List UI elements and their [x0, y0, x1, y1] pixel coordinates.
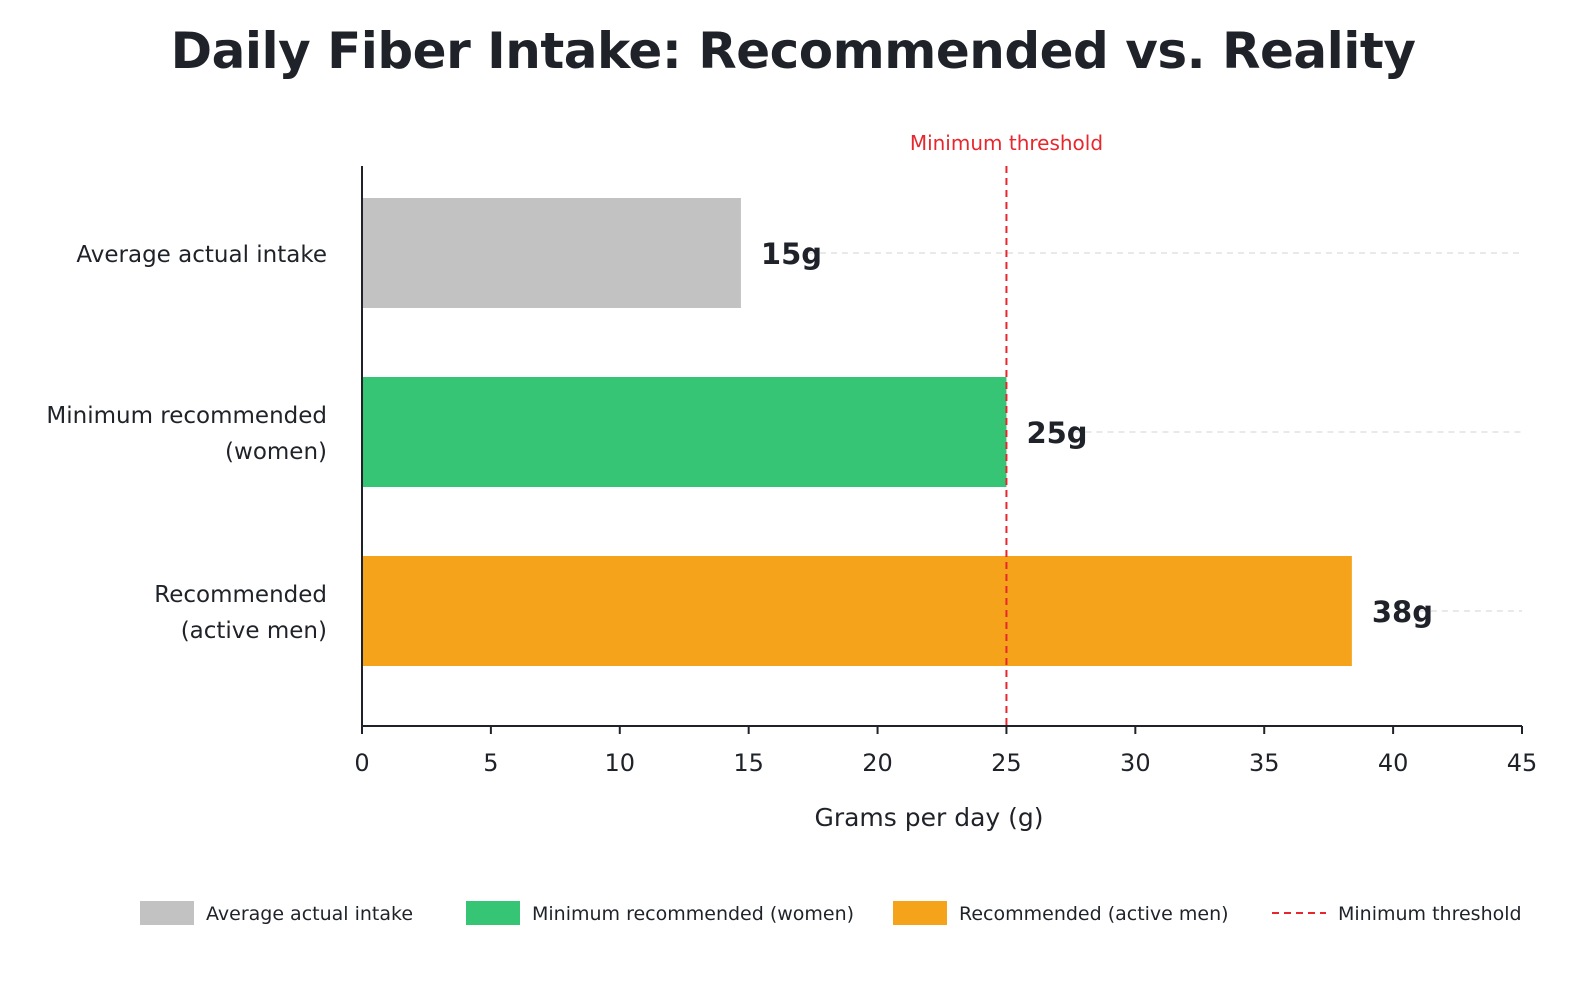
x-tick-label: 40	[1378, 749, 1409, 777]
legend-item: Average actual intake	[140, 901, 413, 925]
category-label: Minimum recommended	[46, 403, 327, 429]
bar	[362, 198, 741, 308]
category-label: (women)	[225, 439, 327, 465]
bars	[362, 198, 1352, 666]
legend: Average actual intake Minimum recommended…	[140, 901, 1522, 925]
x-tick-label: 5	[483, 749, 498, 777]
legend-swatch	[893, 901, 947, 925]
reference-line-label: Minimum threshold	[910, 131, 1103, 155]
guide-lines	[808, 252, 1522, 612]
value-label: 25g	[1026, 416, 1087, 450]
x-tick-label: 35	[1249, 749, 1280, 777]
value-labels: 15g 25g 38g	[761, 237, 1433, 629]
x-tick-label: 0	[354, 749, 369, 777]
legend-item: Minimum recommended (women)	[466, 901, 854, 925]
x-tick-label: 15	[733, 749, 764, 777]
legend-label: Minimum threshold	[1338, 903, 1522, 925]
x-ticks: 0 5 10 15 20 25 30 35 40 45	[354, 726, 1537, 777]
legend-label: Average actual intake	[206, 903, 413, 925]
x-tick-label: 25	[991, 749, 1022, 777]
x-tick-label: 45	[1507, 749, 1538, 777]
bar	[362, 377, 1007, 487]
reference-line-group: Minimum threshold	[910, 131, 1103, 726]
category-labels: Average actual intake Minimum recommended…	[46, 242, 327, 644]
bar	[362, 556, 1352, 666]
chart-title: Daily Fiber Intake: Recommended vs. Real…	[170, 22, 1416, 80]
category-label: Recommended	[154, 582, 327, 608]
axes: Grams per day (g)	[361, 166, 1522, 832]
legend-item: Recommended (active men)	[893, 901, 1229, 925]
legend-swatch	[466, 901, 520, 925]
legend-label: Minimum recommended (women)	[532, 903, 854, 925]
category-label: Average actual intake	[76, 242, 327, 268]
category-label: (active men)	[181, 618, 327, 644]
value-label: 15g	[761, 237, 822, 271]
x-tick-label: 20	[862, 749, 893, 777]
legend-label: Recommended (active men)	[959, 903, 1229, 925]
x-tick-label: 10	[605, 749, 636, 777]
legend-swatch	[140, 901, 194, 925]
legend-item: Minimum threshold	[1272, 903, 1522, 925]
x-axis-label: Grams per day (g)	[814, 803, 1043, 832]
value-label: 38g	[1372, 595, 1433, 629]
x-tick-label: 30	[1120, 749, 1151, 777]
